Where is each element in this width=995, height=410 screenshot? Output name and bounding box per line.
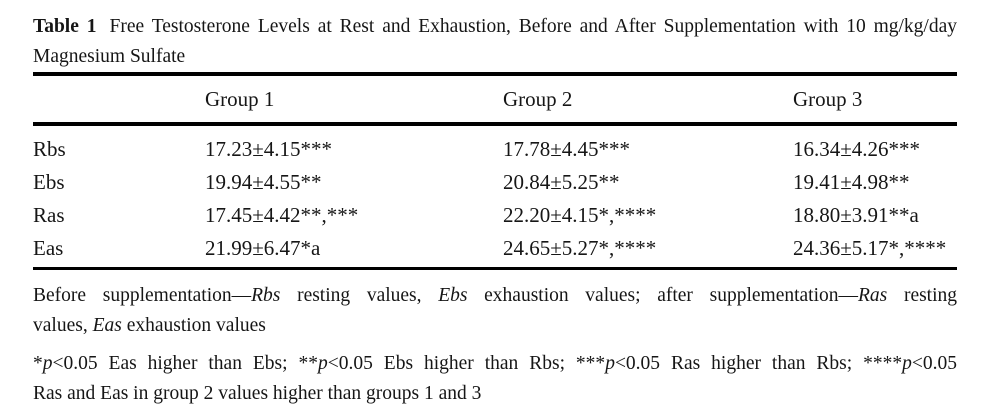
- row-label-rbs: Rbs: [33, 137, 66, 161]
- row-label-eas: Eas: [33, 236, 64, 260]
- footnote-significance: *p<0.05 Eas higher than Ebs; **p<0.05 Eb…: [33, 349, 957, 409]
- fn-def-rbs: Rbs: [251, 285, 281, 306]
- table-caption-line1: Table 1 Free Testosterone Levels at Rest …: [33, 12, 957, 42]
- table-body: Rbs 17.23±4.15*** 17.78±4.45*** 16.34±4.…: [33, 126, 957, 265]
- value-rbs-group1: 17.23±4.15***: [205, 137, 333, 161]
- value-ebs-group3: 19.41±4.98**: [793, 170, 910, 194]
- fn-def-seg-9: exhaustion values: [121, 315, 266, 336]
- footnote-definitions-line2: values, Eas exhaustion values: [33, 311, 957, 341]
- table-header-row: Group 1 Group 2 Group 3: [33, 76, 957, 122]
- table-number: Table 1: [33, 16, 97, 37]
- value-ras-group3: 18.80±3.91**a: [793, 203, 919, 227]
- value-eas-group3: 24.36±5.17*,****: [793, 236, 947, 260]
- row-label-ras: Ras: [33, 203, 65, 227]
- value-ebs-group1: 19.94±4.55**: [205, 170, 322, 194]
- fn-def-ras: Ras: [858, 285, 888, 306]
- value-eas-group2: 24.65±5.27*,****: [503, 236, 657, 260]
- fn-def-seg-6: resting: [887, 285, 958, 306]
- value-rbs-group3: 16.34±4.26***: [793, 137, 921, 161]
- table-row-ebs: Ebs 19.94±4.55** 20.84±5.25** 19.41±4.98…: [33, 166, 957, 199]
- footnote-definitions-line1: Before supplementation—Rbs resting value…: [33, 281, 957, 311]
- table-row-rbs: Rbs 17.23±4.15*** 17.78±4.45*** 16.34±4.…: [33, 133, 957, 166]
- fn-sig-p1: p: [42, 353, 53, 374]
- table-caption: Table 1 Free Testosterone Levels at Rest …: [33, 12, 957, 72]
- fn-def-eas: Eas: [92, 315, 122, 336]
- fn-sig-seg-9: Ras and Eas in group 2 values higher tha…: [33, 383, 482, 404]
- value-ras-group2: 22.20±4.15*,****: [503, 203, 657, 227]
- footnote-significance-line2: Ras and Eas in group 2 values higher tha…: [33, 379, 957, 409]
- fn-def-ebs: Ebs: [438, 285, 468, 306]
- fn-sig-p2: p: [318, 353, 328, 374]
- fn-sig-seg-0: *: [33, 353, 43, 374]
- fn-def-seg-4: exhaustion values; after supplementation…: [467, 285, 859, 306]
- table-top-rule: [33, 72, 957, 76]
- table-caption-line2: Magnesium Sulfate: [33, 46, 186, 67]
- fn-sig-seg-4: <0.05 Ebs higher than Rbs; ***: [327, 353, 606, 374]
- table-row-eas: Eas 21.99±6.47*a 24.65±5.27*,**** 24.36±…: [33, 232, 957, 265]
- value-rbs-group2: 17.78±4.45***: [503, 137, 631, 161]
- value-ebs-group2: 20.84±5.25**: [503, 170, 620, 194]
- footnote-definitions: Before supplementation—Rbs resting value…: [33, 281, 957, 341]
- table-row-ras: Ras 17.45±4.42**,*** 22.20±4.15*,**** 18…: [33, 199, 957, 232]
- column-header-group-3: Group 3: [793, 86, 863, 111]
- fn-sig-seg-8: <0.05: [911, 353, 957, 374]
- fn-def-seg-0: Before supplementation—: [33, 285, 252, 306]
- fn-sig-p4: p: [902, 353, 912, 374]
- table-bottom-rule: [33, 267, 957, 270]
- fn-sig-seg-6: <0.05 Ras higher than Rbs; ****: [614, 353, 903, 374]
- table-header-rule: [33, 122, 957, 126]
- value-eas-group1: 21.99±6.47*a: [205, 236, 321, 260]
- fn-def-seg-7: values,: [33, 315, 93, 336]
- table-caption-text: Free Testosterone Levels at Rest and Exh…: [109, 16, 957, 37]
- row-label-ebs: Ebs: [33, 170, 65, 194]
- column-header-group-2: Group 2: [503, 86, 573, 111]
- fn-sig-seg-2: <0.05 Eas higher than Ebs; **: [52, 353, 319, 374]
- value-ras-group1: 17.45±4.42**,***: [205, 203, 359, 227]
- column-header-group-1: Group 1: [205, 86, 275, 111]
- fn-def-seg-2: resting values,: [280, 285, 439, 306]
- footnote-significance-line1: *p<0.05 Eas higher than Ebs; **p<0.05 Eb…: [33, 349, 957, 379]
- fn-sig-p3: p: [605, 353, 615, 374]
